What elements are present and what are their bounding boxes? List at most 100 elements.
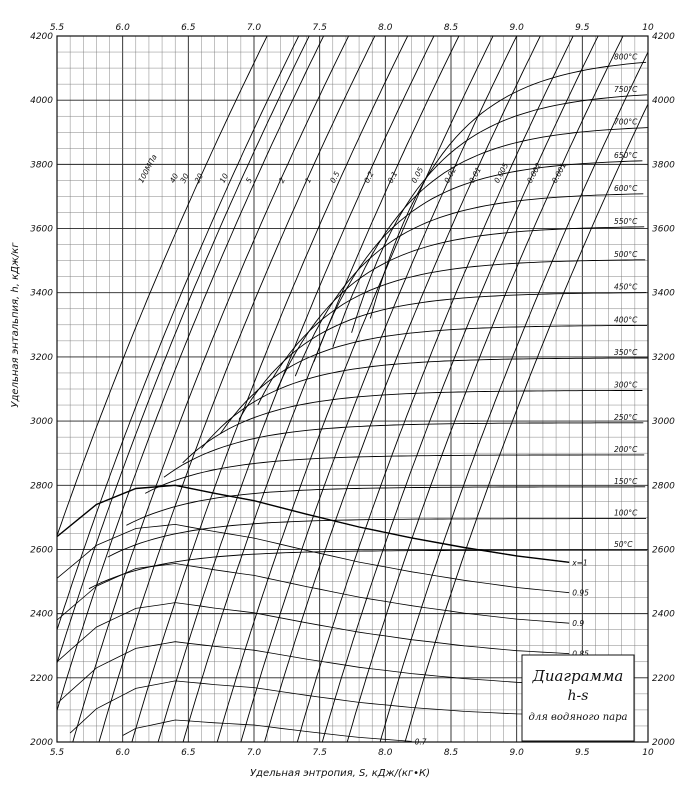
isobar-line	[98, 36, 376, 742]
y-tick-label-right: 2600	[652, 545, 675, 555]
isotherm-line	[219, 324, 648, 435]
box-subtitle: h-s	[568, 688, 589, 704]
y-tick-label-right: 2000	[652, 738, 675, 748]
y-tick-label-right: 2200	[652, 674, 675, 684]
isobar-label: 2	[277, 176, 287, 185]
x-axis-title: Удельная энтропия, S, кДж/(кг•К)	[250, 768, 430, 779]
x-tick-label-bottom: 6.0	[116, 748, 131, 758]
x-tick-label-top: 6.5	[181, 23, 196, 33]
dryness-label: 0.85	[572, 650, 589, 659]
plot-frame	[56, 35, 649, 743]
x-tick-label-top: 7.5	[313, 23, 328, 33]
y-tick-label-right: 3400	[652, 289, 675, 299]
isotherm-label: 250°C	[614, 413, 638, 422]
y-tick-label-left: 3400	[30, 289, 53, 299]
isobar-label: 0.2	[362, 170, 376, 185]
y-tick-label-left: 3600	[30, 225, 53, 235]
y-tick-label-right: 3200	[652, 353, 675, 363]
y-tick-label-right: 2800	[652, 481, 675, 491]
isobar-label: 0.1	[386, 170, 400, 185]
isotherm-label: 600°C	[614, 184, 638, 193]
isotherm-label: 650°C	[614, 151, 638, 160]
isobar-line	[321, 36, 599, 742]
isotherm-label: 700°C	[614, 118, 638, 127]
dryness-label: 0.95	[572, 589, 589, 598]
y-tick-label-left: 2000	[30, 738, 53, 748]
x-tick-label-top: 7.0	[247, 23, 262, 33]
isobar-line	[157, 36, 435, 742]
isobar-line	[182, 36, 460, 742]
isobar-line	[216, 36, 494, 742]
x-tick-label-bottom: 7.5	[313, 748, 328, 758]
dryness-line	[57, 641, 570, 704]
x-tick-label-top: 5.5	[50, 23, 65, 33]
isobar-label: 40	[168, 172, 181, 185]
isotherm-line	[88, 549, 648, 590]
x-tick-label-bottom: 10	[642, 748, 654, 758]
isotherm-line	[294, 193, 644, 377]
y-tick-label-right: 4200	[652, 32, 675, 42]
isotherm-line	[313, 160, 643, 362]
isotherm-line	[201, 357, 648, 449]
y-tick-label-left: 4000	[30, 96, 53, 106]
isotherm-label: 400°C	[614, 315, 638, 324]
y-tick-label-left: 3200	[30, 353, 53, 363]
isotherm-line	[332, 127, 648, 348]
x-tick-label-top: 8.5	[444, 23, 459, 33]
y-tick-label-left: 2800	[30, 481, 53, 491]
isobar-line	[379, 51, 648, 742]
x-tick-label-bottom: 8.5	[444, 748, 459, 758]
dryness-line	[57, 484, 570, 563]
y-tick-label-left: 2200	[30, 674, 53, 684]
isobar-label: 20	[193, 172, 206, 185]
isobar-label: 100МПа	[136, 153, 159, 185]
isotherm-line	[182, 390, 643, 464]
isotherm-line	[351, 94, 648, 333]
isobar-line	[57, 36, 300, 632]
isobar-label: 0.02	[442, 165, 458, 184]
y-tick-label-right: 3600	[652, 225, 675, 235]
box-title: Диаграмма	[532, 667, 624, 685]
y-tick-label-left: 3000	[30, 417, 53, 427]
x-tick-label-bottom: 6.5	[181, 748, 196, 758]
isotherm-label: 800°C	[614, 52, 638, 61]
x-tick-label-bottom: 5.5	[50, 748, 65, 758]
isotherm-label: 750°C	[614, 85, 638, 94]
isotherm-label: 100°C	[614, 509, 638, 518]
curves	[57, 36, 648, 742]
isobar-label: 0.01	[467, 166, 483, 185]
isotherm-label: 350°C	[614, 348, 638, 357]
x-tick-label-bottom: 9.0	[510, 748, 525, 758]
isotherm-label: 200°C	[614, 445, 638, 454]
isotherm-label: 300°C	[614, 380, 638, 389]
isotherm-label: 150°C	[614, 477, 638, 486]
y-tick-label-left: 2600	[30, 545, 53, 555]
isotherm-label: 500°C	[614, 250, 638, 259]
isobar-line	[72, 36, 350, 742]
isobar-line	[57, 36, 325, 713]
isotherm-label: 550°C	[614, 217, 638, 226]
y-tick-label-right: 3000	[652, 417, 675, 427]
y-tick-label-right: 3800	[652, 160, 675, 170]
isobar-line	[57, 36, 310, 665]
y-tick-label-left: 4200	[30, 32, 53, 42]
isotherm-line	[144, 454, 645, 494]
dryness-line	[57, 523, 570, 594]
dryness-line	[57, 563, 570, 624]
isobar-line	[131, 36, 409, 742]
isotherm-label: 450°C	[614, 283, 638, 292]
isobar-line	[240, 36, 518, 742]
isobar-label: 1	[303, 176, 313, 184]
x-tick-label-top: 6.0	[116, 23, 131, 33]
isobar-line	[296, 36, 574, 742]
x-tick-label-top: 9.5	[575, 23, 590, 33]
isobar-label: 0.001	[550, 161, 568, 184]
isotherm-line	[369, 61, 647, 319]
isotherm-label: 50°C	[614, 540, 633, 549]
box-caption: для водяного пара	[529, 712, 628, 723]
x-tick-label-top: 8.0	[378, 23, 393, 33]
dryness-label: 0.9	[572, 619, 584, 628]
isotherm-line	[238, 292, 647, 420]
x-tick-label-top: 10	[642, 23, 654, 33]
